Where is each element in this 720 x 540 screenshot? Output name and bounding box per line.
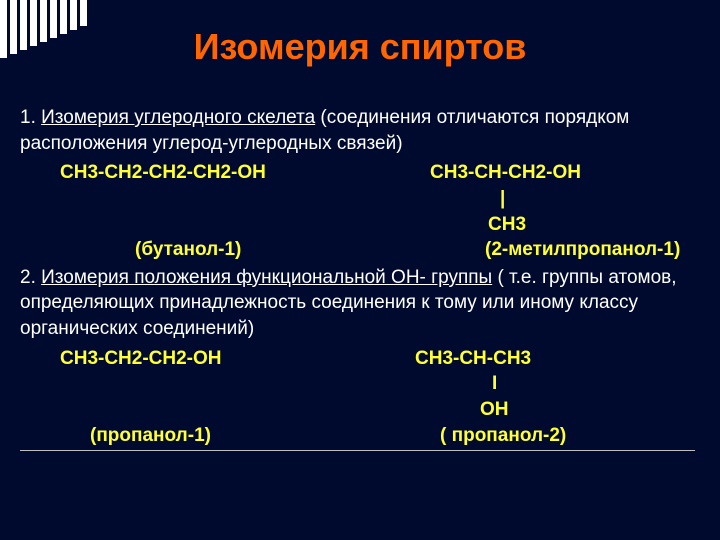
slide: Изомерия спиртов 1. Изомерия углеродного… [0, 0, 720, 540]
s1-right-sub: СН3 [400, 212, 695, 238]
s2-right-bond-row: І [60, 371, 695, 397]
divider-line [20, 450, 695, 451]
section-2: 2. Изомерия положения функциональной ОН-… [20, 265, 695, 342]
s1-names: (бутанол-1) (2-метилпропанол-1) [20, 237, 695, 263]
s2-right-sub-row: ОН [60, 397, 695, 423]
slide-title: Изомерия спиртов [0, 26, 720, 68]
s1-right-name: (2-метилпропанол-1) [475, 237, 695, 263]
s2-left-name: (пропанол-1) [20, 423, 440, 449]
section-2-heading: Изомерия положения функциональной ОН- гр… [41, 267, 492, 288]
s2-right-bond: І [400, 371, 695, 397]
s1-left-formula: СН3-СН2-СН2-СН2-ОН [60, 160, 400, 186]
s2-right-sub: ОН [400, 397, 695, 423]
section-1: 1. Изомерия углеродного скелета (соедине… [20, 105, 695, 156]
s1-right-bond: | [400, 186, 695, 212]
s2-right-formula: СН3-СН-СН3 [400, 346, 695, 372]
s1-left-name: (бутанол-1) [20, 237, 475, 263]
s2-names-row: (пропанол-1) ( пропанол-2) [20, 423, 695, 449]
s2-right-name: ( пропанол-2) [440, 423, 695, 449]
s1-right-sub-row: СН3 [60, 212, 695, 238]
slide-body: 1. Изомерия углеродного скелета (соедине… [20, 105, 695, 451]
s1-right-bond-row: | [60, 186, 695, 212]
section-2-number: 2. [20, 267, 41, 288]
section-1-heading: Изомерия углеродного скелета [41, 107, 315, 128]
section-1-number: 1. [20, 107, 41, 128]
s2-left-formula: СН3-СН2-СН2-ОН [60, 346, 400, 372]
section-2-formulas: СН3-СН2-СН2-ОН СН3-СН-СН3 [60, 346, 695, 372]
s1-right-formula: СН3-СН-СН2-ОН [400, 160, 695, 186]
section-1-formulas: СН3-СН2-СН2-СН2-ОН СН3-СН-СН2-ОН [60, 160, 695, 186]
